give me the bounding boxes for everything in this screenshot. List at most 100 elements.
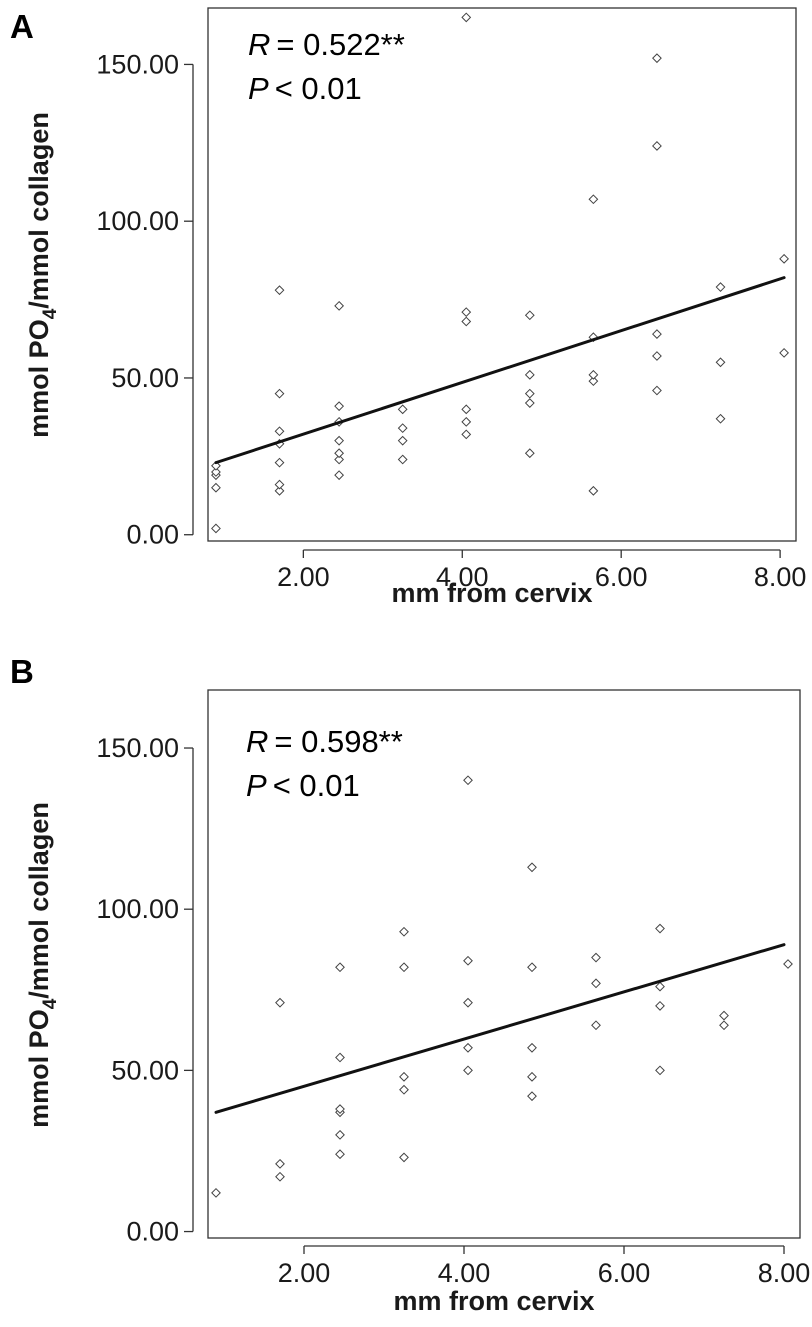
data-point bbox=[334, 435, 345, 446]
data-point bbox=[719, 1020, 729, 1031]
y-axis-label: mmol PO4/mmol collagen bbox=[24, 112, 61, 438]
data-point bbox=[211, 523, 221, 534]
data-point bbox=[527, 1091, 537, 1102]
x-tick-label: 4.00 bbox=[438, 1258, 491, 1288]
y-tick-label: 150.00 bbox=[96, 49, 179, 79]
data-point bbox=[335, 962, 345, 973]
data-point bbox=[652, 351, 662, 361]
data-point bbox=[334, 448, 345, 459]
data-point bbox=[397, 404, 408, 415]
data-point bbox=[463, 1042, 473, 1053]
data-point bbox=[524, 388, 535, 399]
y-axis-label: mmol PO4/mmol collagen bbox=[24, 802, 61, 1128]
y-tick-label: 50.00 bbox=[111, 363, 179, 393]
data-point bbox=[335, 1104, 345, 1114]
data-point bbox=[715, 413, 726, 424]
data-point bbox=[527, 1042, 537, 1053]
data-point bbox=[527, 862, 537, 873]
data-point bbox=[399, 1071, 409, 1082]
data-point bbox=[274, 479, 285, 490]
data-point bbox=[399, 1084, 409, 1095]
panel-b: 0.00 50.00 100.00 150.00 2.00 4.00 6.00 8.00 mm … bbox=[10, 653, 810, 1316]
y-tick-label: 150.00 bbox=[96, 733, 179, 763]
y-tick-label: 0.00 bbox=[126, 1217, 179, 1247]
data-point bbox=[524, 398, 535, 408]
data-point bbox=[211, 1187, 221, 1198]
data-point bbox=[463, 955, 473, 966]
data-point bbox=[461, 316, 472, 327]
data-point bbox=[655, 1065, 665, 1076]
data-point bbox=[588, 369, 599, 380]
y-tick-label: 0.00 bbox=[126, 520, 179, 550]
x-axis-label: mm from cervix bbox=[393, 1286, 594, 1316]
data-point bbox=[524, 310, 535, 321]
data-point bbox=[463, 997, 473, 1008]
data-point bbox=[274, 426, 285, 437]
data-point bbox=[524, 369, 535, 380]
data-point bbox=[211, 467, 221, 477]
data-point bbox=[461, 429, 472, 440]
data-point bbox=[399, 926, 409, 937]
x-tick-label: 8.00 bbox=[758, 1258, 811, 1288]
data-point bbox=[655, 1000, 665, 1011]
data-point bbox=[275, 997, 285, 1008]
correlation-annotation: R = 0.598** bbox=[246, 724, 403, 759]
data-point bbox=[591, 978, 601, 989]
data-point bbox=[652, 53, 662, 64]
data-point bbox=[461, 416, 472, 427]
data-point bbox=[274, 388, 285, 399]
plot-frame bbox=[207, 7, 797, 542]
data-point bbox=[334, 300, 345, 311]
p-value-annotation: P < 0.01 bbox=[246, 768, 360, 803]
regression-line bbox=[214, 276, 786, 465]
panel-letter: B bbox=[10, 653, 34, 690]
data-point bbox=[399, 962, 409, 973]
data-point bbox=[588, 194, 599, 205]
panel-letter: A bbox=[10, 8, 34, 45]
data-point bbox=[524, 448, 535, 459]
x-tick-label: 4.00 bbox=[436, 562, 489, 592]
data-point bbox=[397, 435, 408, 446]
regression-line bbox=[214, 943, 786, 1114]
data-point bbox=[334, 454, 345, 465]
data-point bbox=[783, 959, 793, 969]
data-point bbox=[463, 1065, 473, 1076]
data-point bbox=[715, 357, 726, 368]
data-point bbox=[397, 454, 408, 465]
data-point bbox=[655, 981, 665, 992]
data-point bbox=[461, 12, 472, 23]
data-point bbox=[211, 482, 221, 493]
data-point bbox=[527, 962, 537, 973]
data-point bbox=[399, 1152, 409, 1163]
correlation-annotation: R = 0.522** bbox=[248, 27, 405, 62]
panel-a: 0.00 50.00 100.00 150.00 2.00 4.00 6.00 8.00 mm … bbox=[10, 7, 807, 608]
data-point bbox=[652, 329, 662, 339]
data-point bbox=[334, 470, 345, 481]
data-point bbox=[588, 376, 599, 387]
data-point bbox=[655, 923, 665, 934]
x-axis-label: mm from cervix bbox=[391, 578, 592, 608]
data-point bbox=[397, 423, 408, 434]
data-point bbox=[274, 285, 285, 296]
data-point bbox=[335, 1052, 345, 1063]
data-point bbox=[588, 485, 599, 496]
x-tick-label: 8.00 bbox=[754, 562, 807, 592]
data-point bbox=[591, 952, 601, 963]
x-tick-label: 2.00 bbox=[278, 1258, 331, 1288]
data-point bbox=[274, 457, 285, 468]
data-point bbox=[527, 1071, 537, 1082]
data-point bbox=[715, 282, 726, 292]
data-point bbox=[335, 1129, 345, 1140]
data-point bbox=[591, 1020, 601, 1031]
plot-frame bbox=[207, 689, 801, 1239]
x-tick-label: 6.00 bbox=[595, 562, 648, 592]
data-point bbox=[334, 401, 345, 412]
x-tick-label: 6.00 bbox=[598, 1258, 651, 1288]
data-point bbox=[211, 460, 221, 471]
data-point bbox=[463, 775, 473, 786]
data-point bbox=[461, 404, 472, 415]
x-tick-label: 2.00 bbox=[277, 562, 330, 592]
data-point bbox=[275, 1158, 285, 1169]
data-point bbox=[652, 385, 662, 396]
